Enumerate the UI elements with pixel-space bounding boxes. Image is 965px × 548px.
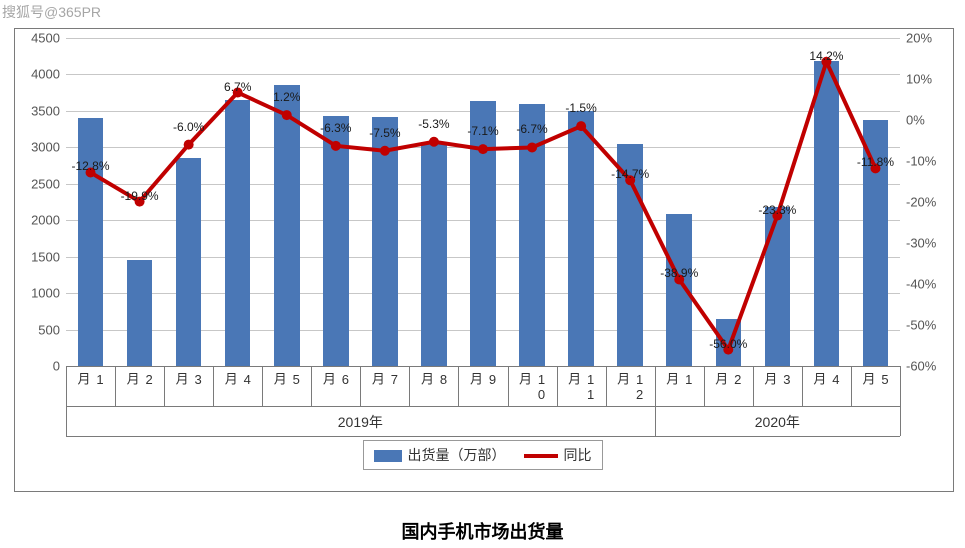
y-right-tick: 20% — [906, 31, 932, 46]
data-label: -6.0% — [173, 120, 204, 134]
x-group-tick — [66, 406, 67, 436]
y-left-tick: 1000 — [31, 286, 60, 301]
x-group-tick — [655, 406, 656, 436]
legend-bar-item: 出货量（万部） — [374, 445, 506, 465]
y-left-tick: 4500 — [31, 31, 60, 46]
x-month-label: 12月 — [613, 372, 647, 402]
x-axis-line — [66, 436, 900, 437]
y-left-tick: 0 — [53, 359, 60, 374]
legend-line-item: 同比 — [524, 445, 592, 465]
data-label: -1.5% — [565, 101, 596, 115]
y-left-tick: 1500 — [31, 249, 60, 264]
legend-bar-swatch — [374, 450, 402, 462]
y-left-tick: 500 — [38, 322, 60, 337]
x-month-label: 7月 — [368, 372, 402, 387]
y-left-tick: 2000 — [31, 213, 60, 228]
y-left-tick: 3000 — [31, 140, 60, 155]
x-month-label: 5月 — [270, 372, 304, 387]
x-tick — [311, 366, 312, 406]
x-month-label: 11月 — [564, 372, 598, 402]
line-marker — [380, 146, 390, 156]
data-label: -14.7% — [611, 167, 649, 181]
x-month-label: 1月 — [662, 372, 696, 387]
data-label: -12.8% — [72, 159, 110, 173]
data-label: -6.7% — [516, 122, 547, 136]
data-label: -5.3% — [418, 117, 449, 131]
y-right-tick: -10% — [906, 154, 936, 169]
x-month-label: 10月 — [515, 372, 549, 402]
x-tick — [753, 366, 754, 406]
y-right-tick: -30% — [906, 236, 936, 251]
x-tick — [802, 366, 803, 406]
x-tick — [704, 366, 705, 406]
line-marker — [576, 121, 586, 131]
data-label: 14.2% — [809, 49, 843, 63]
line-marker — [478, 144, 488, 154]
x-month-label: 5月 — [858, 372, 892, 387]
x-tick — [409, 366, 410, 406]
y-left-tick: 4000 — [31, 67, 60, 82]
line-marker — [282, 110, 292, 120]
legend-bar-label: 出货量（万部） — [408, 447, 506, 463]
x-tick — [557, 366, 558, 406]
data-label: -7.5% — [369, 126, 400, 140]
y-right-tick: 10% — [906, 72, 932, 87]
data-label: -23.3% — [758, 203, 796, 217]
line-marker — [184, 140, 194, 150]
x-month-label: 1月 — [74, 372, 108, 387]
legend-line-swatch — [524, 454, 558, 458]
x-month-label: 8月 — [417, 372, 451, 387]
x-group-tick — [900, 406, 901, 436]
x-tick — [164, 366, 165, 406]
data-label: -38.9% — [660, 266, 698, 280]
x-tick — [213, 366, 214, 406]
x-tick — [458, 366, 459, 406]
line-marker — [331, 141, 341, 151]
y-right-tick: 0% — [906, 113, 925, 128]
x-tick — [655, 366, 656, 406]
y-right-tick: -40% — [906, 277, 936, 292]
watermark-text: 搜狐号@365PR — [2, 2, 101, 22]
x-tick — [360, 366, 361, 406]
x-month-label: 2月 — [711, 372, 745, 387]
data-label: -7.1% — [467, 124, 498, 138]
x-year-label: 2019年 — [338, 412, 383, 432]
data-label: -6.3% — [320, 121, 351, 135]
y-right-tick: -50% — [906, 318, 936, 333]
plot-area: -12.8% -19.9% -6.0% 6.7% 1.2% -6.3% -7.5% -5.3%… — [66, 38, 900, 366]
y-left-tick: 2500 — [31, 176, 60, 191]
chart-title: 国内手机市场出货量 — [0, 518, 965, 544]
data-label: 6.7% — [224, 80, 251, 94]
x-axis-line — [66, 406, 900, 407]
x-tick — [66, 366, 67, 406]
x-month-label: 6月 — [319, 372, 353, 387]
x-tick — [262, 366, 263, 406]
x-tick — [508, 366, 509, 406]
stage: 搜狐号@365PR -12.8% -19.9% -6.0% 6.7% 1.2% -6.3%… — [0, 0, 965, 548]
x-tick — [900, 366, 901, 406]
data-label: -56.0% — [709, 337, 747, 351]
data-label: 1.2% — [273, 90, 300, 104]
line-marker — [527, 142, 537, 152]
x-month-label: 4月 — [809, 372, 843, 387]
y-right-tick: -20% — [906, 195, 936, 210]
x-month-label: 4月 — [221, 372, 255, 387]
x-axis-line — [66, 366, 900, 367]
data-label: -11.8% — [857, 155, 894, 169]
y-left-tick: 3500 — [31, 103, 60, 118]
x-tick — [851, 366, 852, 406]
x-month-label: 2月 — [123, 372, 157, 387]
legend: 出货量（万部） 同比 — [363, 440, 603, 470]
data-label: -19.9% — [121, 189, 159, 203]
x-year-label: 2020年 — [755, 412, 800, 432]
x-month-label: 9月 — [466, 372, 500, 387]
x-tick — [115, 366, 116, 406]
legend-line-label: 同比 — [564, 447, 592, 463]
x-month-label: 3月 — [172, 372, 206, 387]
line-marker — [429, 137, 439, 147]
x-month-label: 3月 — [760, 372, 794, 387]
x-tick — [606, 366, 607, 406]
y-right-tick: -60% — [906, 359, 936, 374]
